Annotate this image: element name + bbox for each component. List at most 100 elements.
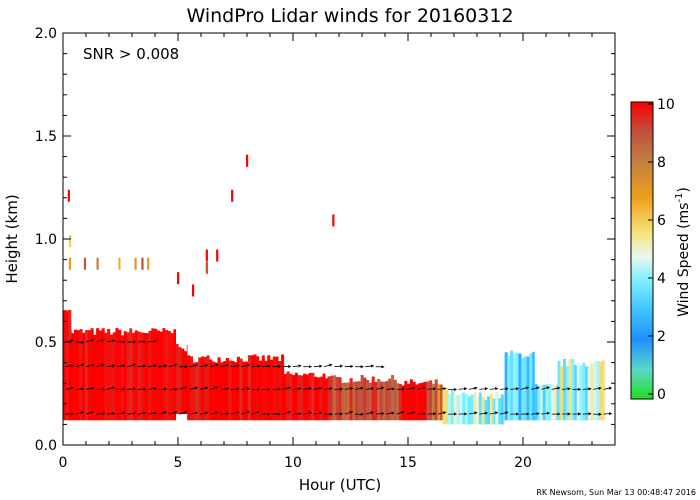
wind-arrow: [85, 363, 95, 368]
wind-arrow: [189, 411, 199, 415]
band-cell: [500, 394, 504, 425]
wind-arrow: [158, 364, 168, 368]
band-0: [63, 328, 176, 421]
band-cell: [76, 330, 80, 421]
wind-arrow: [323, 387, 333, 391]
band-cell: [465, 394, 469, 425]
wind-arrow: [116, 364, 126, 368]
wind-vector-arrows: [65, 338, 613, 416]
band-cell: [132, 332, 136, 421]
band-cell: [545, 383, 549, 421]
wind-arrow: [199, 411, 209, 415]
band-cell: [71, 333, 75, 421]
band-cell: [140, 332, 144, 421]
band-cell: [437, 384, 441, 421]
band-cell: [289, 373, 293, 421]
band-cell: [322, 373, 326, 421]
wind-arrow: [603, 412, 613, 416]
band-cell: [145, 333, 149, 421]
band-cell: [442, 389, 446, 425]
band-cell: [478, 392, 482, 425]
band-cell: [300, 375, 304, 421]
band-cell: [292, 374, 296, 421]
band-cell: [456, 395, 460, 425]
band-cell: [563, 358, 567, 421]
wind-arrow: [220, 387, 230, 391]
colorbar-tick-label: 8: [657, 155, 666, 171]
wind-arrow: [406, 411, 416, 415]
wind-arrow: [189, 363, 199, 368]
band-cell: [448, 393, 452, 425]
band-cell: [401, 385, 405, 421]
band-cell: [330, 375, 334, 421]
band-cell: [159, 331, 163, 421]
colorbar-tick-label: 10: [657, 97, 675, 113]
band-cell: [79, 329, 83, 421]
band-cell: [542, 384, 546, 421]
band-cell: [537, 385, 541, 421]
band-cell: [420, 382, 424, 421]
wind-arrow: [96, 363, 105, 368]
wind-arrow: [303, 386, 313, 391]
sparse-point: [216, 249, 219, 262]
sparse-point: [191, 284, 195, 297]
band-cell: [187, 355, 191, 421]
band-cell: [186, 345, 188, 415]
wind-arrow: [210, 363, 219, 368]
colorbar-label-end: ): [676, 187, 692, 192]
band-cell: [404, 380, 408, 421]
wind-arrow: [85, 338, 95, 343]
band-cell: [137, 331, 141, 421]
wind-arrow: [127, 387, 137, 391]
wind-arrow: [199, 364, 209, 368]
band-cell: [311, 372, 315, 421]
band-cell: [104, 332, 108, 421]
band-cell: [548, 384, 552, 421]
band-cell: [338, 377, 342, 421]
band-cell: [492, 398, 496, 425]
wind-arrow: [458, 387, 468, 391]
band-3: [187, 354, 285, 421]
band-cell: [453, 388, 455, 425]
band-cell: [393, 379, 397, 421]
wind-arrow: [85, 386, 95, 390]
band-cell: [532, 351, 535, 421]
band-cell: [576, 362, 580, 421]
wind-arrow: [220, 363, 230, 368]
x-tick-label: 0: [59, 455, 68, 471]
wind-arrow: [468, 386, 478, 390]
band-cell: [327, 376, 331, 421]
wind-arrow: [168, 363, 178, 368]
wind-arrow: [230, 411, 240, 415]
band-cell: [234, 362, 238, 421]
band-cell: [107, 328, 111, 421]
band-cell: [515, 352, 519, 421]
band-cell: [209, 359, 213, 421]
band-cell: [568, 358, 572, 421]
band-cell: [503, 392, 505, 425]
band-cell: [426, 381, 430, 421]
band-cell: [587, 365, 591, 421]
sparse-point: [147, 257, 150, 270]
band-cell: [596, 360, 600, 421]
band-cell: [82, 332, 86, 421]
wind-arrow: [106, 339, 116, 343]
sparse-point: [231, 189, 234, 202]
band-5: [327, 375, 400, 421]
band-cell: [593, 360, 597, 421]
band-cell: [346, 382, 350, 421]
band-cell: [325, 378, 328, 421]
band-4: [283, 371, 328, 421]
band-cell: [481, 397, 485, 425]
band-cell: [590, 362, 594, 421]
band-cell: [297, 375, 301, 421]
sparse-point: [205, 249, 208, 262]
y-tick-label: 0.0: [35, 438, 57, 454]
band-cell: [126, 332, 130, 421]
band-cell: [526, 356, 530, 421]
sparse-point: [118, 257, 121, 270]
credit-line: RK Newsom, Sun Mar 13 00:48:47 2016: [536, 488, 696, 497]
band-cell: [360, 375, 364, 421]
band-cell: [377, 379, 381, 421]
